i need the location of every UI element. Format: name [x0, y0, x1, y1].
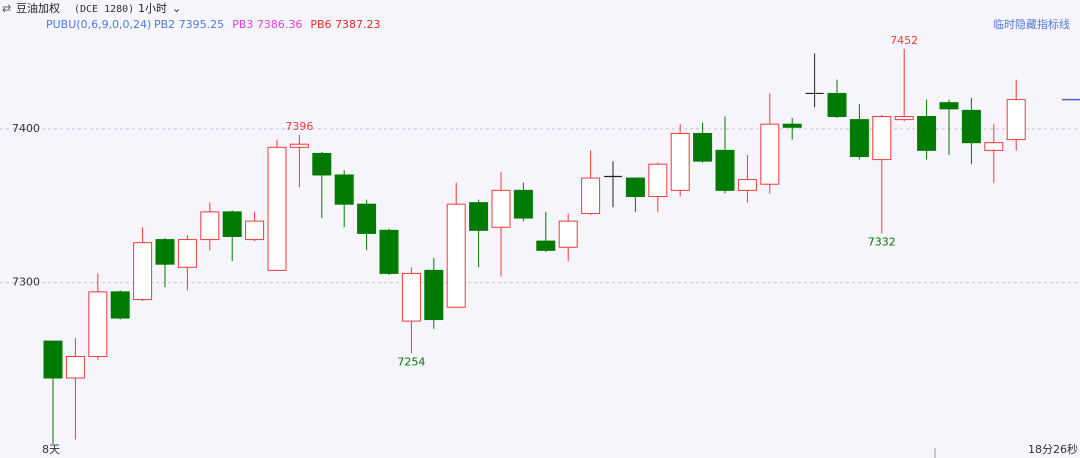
- icon[interactable]: ⇄: [2, 2, 11, 15]
- candle-body: [894, 116, 914, 121]
- candle-body: [88, 291, 108, 357]
- indicator-number: 7386.36: [257, 18, 303, 31]
- candle-body: [984, 142, 1004, 151]
- candle-body: [379, 229, 399, 274]
- extreme-label: 7396: [285, 120, 313, 133]
- indicator: PUBU(0,6,9,0,0,24): [46, 18, 151, 31]
- period-arrow[interactable]: ⌄: [172, 2, 181, 15]
- candle-body: [65, 355, 85, 379]
- candle-body: [917, 116, 937, 151]
- candle-body: [334, 174, 354, 205]
- candle-body: [491, 189, 511, 228]
- chart-title: 豆油加权: [16, 1, 60, 15]
- candle-body: [446, 203, 466, 308]
- hide-button[interactable]: 临时隐藏指标线: [993, 17, 1070, 31]
- candle-body: [357, 203, 377, 234]
- indicator-number: 7387.23: [335, 18, 381, 31]
- candle-body: [782, 123, 802, 128]
- candle-body: [312, 152, 332, 176]
- y-tick-label: 7400: [12, 122, 40, 135]
- candle-body: [1006, 99, 1026, 141]
- candle-body: [849, 119, 869, 158]
- extreme-label: 7332: [868, 235, 896, 248]
- candle-body: [110, 291, 130, 319]
- indicator-number: 7395.25: [179, 18, 225, 31]
- candle-body: [289, 143, 309, 148]
- candle-body: [155, 239, 175, 265]
- candle-body: [715, 149, 735, 191]
- indicator-name: PB3: [232, 18, 253, 31]
- indicator-value: PB2 7395.25: [154, 18, 224, 31]
- candle-body: [133, 242, 153, 301]
- candle-body: [872, 116, 892, 161]
- x-start-label: 8天: [42, 443, 60, 456]
- candle-body: [200, 211, 220, 241]
- candle-body: [760, 123, 780, 185]
- candle-body: [177, 239, 197, 268]
- candle-body: [222, 211, 242, 238]
- candle-body: [267, 146, 287, 271]
- indicator-value: PB3 7386.36: [232, 18, 302, 31]
- extreme-label: 7452: [890, 34, 918, 47]
- candle-body: [581, 177, 601, 214]
- extreme-label: 7254: [397, 355, 425, 368]
- candle-body: [558, 220, 578, 248]
- period[interactable]: 1小时: [138, 2, 167, 15]
- candle-body: [43, 340, 63, 379]
- candle-body: [424, 269, 444, 321]
- candle-body: [670, 132, 690, 191]
- candle-body: [401, 272, 421, 322]
- candle-body: [827, 92, 847, 118]
- indicator-name: PB6: [310, 18, 331, 31]
- y-tick-label: 7300: [12, 276, 40, 289]
- candle-body: [737, 179, 757, 191]
- candle-body: [469, 202, 489, 231]
- indicator-value: PB6 7387.23: [310, 18, 380, 31]
- candle-body: [939, 102, 959, 110]
- countdown: 18分26秒: [1028, 442, 1078, 456]
- candle-body: [693, 132, 713, 162]
- chart-subtitle: (DCE 1280): [74, 4, 134, 15]
- candle-body: [625, 177, 645, 198]
- candle-body: [648, 163, 668, 198]
- candle-body: [536, 240, 556, 251]
- candle-body: [513, 189, 533, 219]
- indicator-name: PB2: [154, 18, 175, 31]
- candle-body: [961, 109, 981, 144]
- candle-body: [245, 220, 265, 241]
